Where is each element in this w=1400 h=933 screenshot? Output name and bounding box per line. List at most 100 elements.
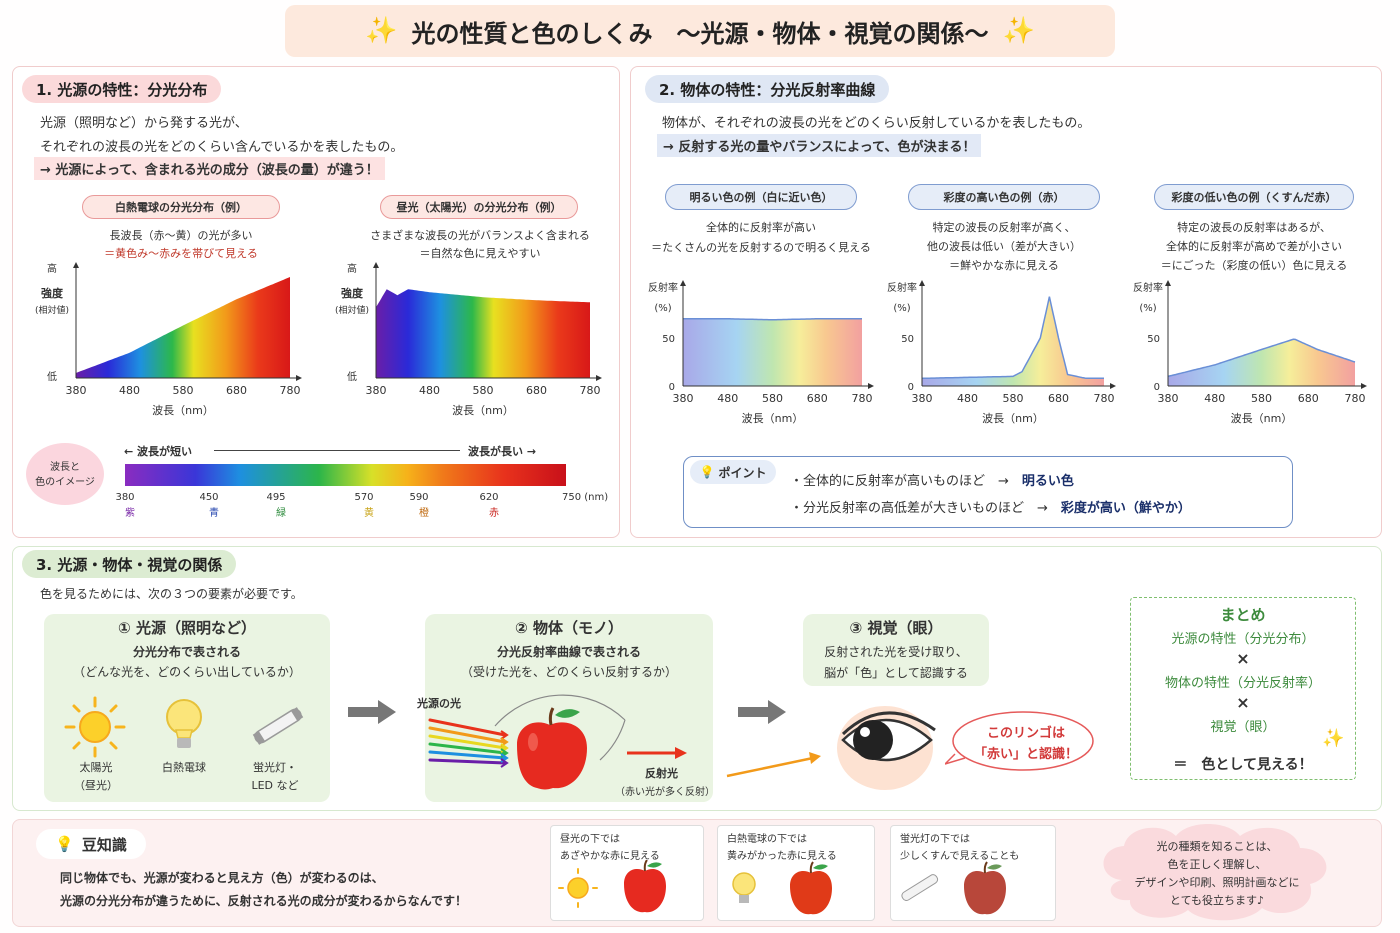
fluorescent-tube-icon	[252, 707, 304, 745]
apple-icon	[624, 860, 666, 913]
s2-line1: 物体が、それぞれの波長の光をどのくらい反射しているかを表したもの。	[662, 116, 1091, 131]
dull-desc3: ＝にごった（彩度の低い）色に見える	[1160, 259, 1348, 272]
x-axis-arrow	[868, 383, 874, 389]
dull-desc1: 特定の波長の反射率はあるが、	[1177, 221, 1331, 234]
x-tick-label: 780	[1345, 392, 1366, 405]
bubble-line1: このリンゴは	[986, 726, 1065, 741]
y-axis-label: 反射率	[887, 281, 917, 294]
bulb-label: 白熱電球	[162, 761, 206, 774]
trivia-line2: 光源の分光分布が違うために、反射される光の成分が変わるからなんです！	[60, 894, 468, 908]
y-high-label: 高	[47, 262, 57, 275]
red-desc3: ＝鮮やかな赤に見える	[949, 259, 1059, 272]
x-tick-label: 580	[173, 384, 194, 397]
y-axis-label: 反射率	[1133, 281, 1163, 294]
scale-color-label: 赤	[489, 507, 499, 519]
point1-highlight: 明るい色	[1021, 474, 1074, 489]
wavelength-axis-line	[214, 450, 460, 451]
title-banner: ✨ 光の性質と色のしくみ ～光源・物体・視覚の関係～ ✨	[285, 5, 1115, 57]
y-axis-unit: (%)	[654, 303, 671, 314]
card3-line2: 少しくすんで見えることも	[900, 851, 1020, 862]
white-chart-title: 明るい色の例（白に近い色）	[665, 184, 857, 210]
trivia-card-daylight	[550, 825, 704, 921]
y-axis-arrow	[680, 280, 686, 286]
section2-heading: 2. 物体の特性：分光反射率曲線	[645, 75, 890, 103]
y-tick-label: 50	[1147, 334, 1160, 345]
spectrum-bar	[125, 464, 566, 486]
cloud-line2: 色を正しく理解し、	[1167, 858, 1267, 871]
apple-light-illustration	[428, 694, 687, 790]
obj-desc2: （受けた光を、どのくらい反射するか）	[460, 665, 677, 679]
sparkle-icon: ✨	[1322, 728, 1345, 749]
x-tick-label: 480	[419, 384, 440, 397]
s1-line1: 光源（照明など）から発する光が、	[40, 116, 248, 131]
x-axis-label: 波長（nm）	[742, 412, 804, 425]
obj-title: ② 物体（モノ）	[515, 619, 623, 637]
x-tick-label: 680	[226, 384, 247, 397]
y-tick-label: 0	[1154, 382, 1160, 393]
y-tick-label: 50	[662, 334, 675, 345]
reflected-light-label: 反射光	[645, 767, 678, 780]
scale-tick-label: 750 (nm)	[562, 492, 608, 503]
eye-illustration	[726, 706, 936, 790]
card1-line2: あざやかな赤に見える	[560, 851, 660, 862]
apple-icon	[964, 861, 1006, 915]
bulb-desc1: 長波長（赤～黄）の光が多い	[109, 229, 253, 242]
y-axis-unit: (%)	[893, 303, 910, 314]
y-tick-label: 0	[669, 382, 675, 393]
x-tick-label: 780	[280, 384, 301, 397]
sun-chart-title: 昼光（太陽光）の分光分布（例）	[380, 195, 578, 219]
light-bulb-icon	[166, 699, 202, 748]
y-axis-arrow	[919, 280, 925, 286]
fluorescent-tube-icon	[901, 874, 939, 901]
bubble-text1: 波長と	[50, 462, 80, 473]
point-label: ポイント	[718, 465, 767, 480]
x-tick-label: 680	[1048, 392, 1069, 405]
cloud-line1: 光の種類を知ることは、	[1156, 840, 1278, 853]
chart-area	[922, 296, 1104, 386]
sparkle-icon: ✨	[1002, 16, 1035, 46]
x-axis-label: 波長（nm）	[982, 412, 1044, 425]
fluorescent-label1: 蛍光灯・	[253, 761, 297, 774]
white-desc1: 全体的に反射率が高い	[706, 221, 816, 234]
x-tick-label: 380	[66, 384, 87, 397]
sparkle-icon: ✨	[365, 16, 398, 46]
light-bulb-icon	[732, 872, 756, 903]
scale-tick-label: 495	[266, 492, 285, 503]
y-tick-label: 0	[908, 382, 914, 393]
summary-box	[1130, 597, 1356, 780]
s2-line2: → 反射する光の量やバランスによって、色が決まる！	[657, 134, 982, 157]
chart-area	[683, 318, 862, 386]
y-axis-sublabel: (相対値)	[335, 304, 369, 316]
y-axis-sublabel: (相対値)	[35, 304, 69, 316]
x-tick-label: 780	[1094, 392, 1115, 405]
sun-desc1: さまざまな波長の光がバランスよく含まれる	[370, 229, 590, 242]
speech-bubble	[945, 711, 1094, 771]
fluorescent-label2: LED など	[251, 779, 299, 792]
x-axis-arrow	[596, 375, 602, 381]
bulb-desc2: ＝黄色み～赤みを帯びて見える	[104, 247, 258, 260]
trivia-heading: 豆知識	[81, 835, 127, 854]
card1-line1: 昼光の下では	[560, 834, 620, 845]
x-tick-label: 780	[852, 392, 873, 405]
vis-desc1: 反射された光を受け取り、	[824, 645, 968, 659]
scale-labels: 380 450 495 570 590 620 750 (nm) 紫 青 緑 黄 橙 赤	[115, 492, 608, 519]
x-tick-label: 580	[473, 384, 494, 397]
y-axis-arrow	[73, 262, 79, 268]
card3-line1: 蛍光灯の下では	[900, 834, 970, 845]
summary-line3: 視覚（眼）	[1210, 720, 1276, 735]
x-tick-label: 580	[1251, 392, 1272, 405]
white-desc2: ＝たくさんの光を反射するので明るく見える	[651, 241, 871, 254]
point-line2: ・分光反射率の高低差が大きいものほど → 彩度が高い（鮮やか）	[790, 497, 1191, 516]
sun-icon	[64, 696, 126, 758]
short-wavelength-label: ← 波長が短い	[124, 445, 193, 458]
x-axis-label: 波長（nm）	[452, 404, 514, 417]
x-tick-label: 380	[673, 392, 694, 405]
trivia-cloud	[1103, 824, 1327, 921]
dull-chart-title: 彩度の低い色の例（くすんだ赤）	[1154, 184, 1354, 210]
y-axis-label: 反射率	[648, 281, 678, 294]
scale-tick-label: 380	[115, 492, 134, 503]
x-tick-label: 480	[717, 392, 738, 405]
x-tick-label: 680	[1298, 392, 1319, 405]
point-box	[683, 456, 1293, 528]
